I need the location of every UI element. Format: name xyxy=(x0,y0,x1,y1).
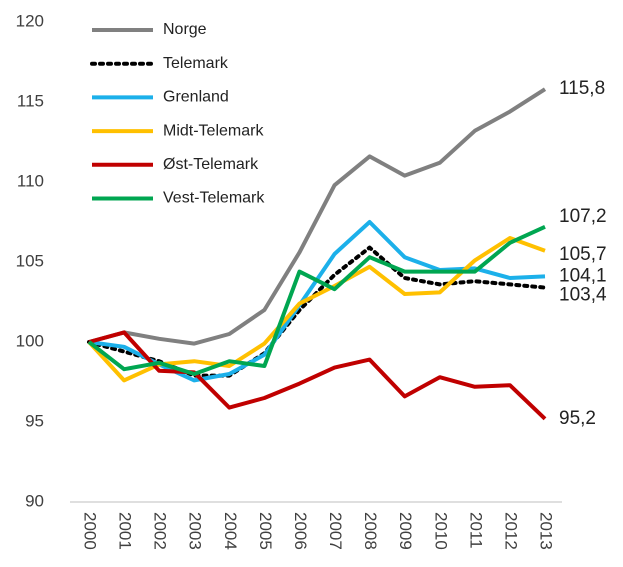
y-tick-label: 120 xyxy=(16,11,44,30)
legend-label: Øst-Telemark xyxy=(163,156,259,173)
end-label: 95,2 xyxy=(559,408,596,429)
x-tick-label: 2009 xyxy=(396,512,415,550)
x-tick-label: 2008 xyxy=(361,512,380,550)
legend-label: Midt-Telemark xyxy=(163,122,264,139)
y-tick-label: 100 xyxy=(16,331,44,350)
x-tick-label: 2006 xyxy=(291,512,310,550)
legend-label: Norge xyxy=(163,21,207,38)
x-tick-label: 2005 xyxy=(256,512,275,550)
end-label: 104,1 xyxy=(559,265,607,286)
legend-label: Vest-Telemark xyxy=(163,190,265,207)
x-tick-label: 2011 xyxy=(466,512,485,549)
x-tick-label: 2002 xyxy=(151,512,170,550)
legend-label: Grenland xyxy=(163,89,229,106)
end-label: 115,8 xyxy=(559,78,605,99)
series-line xyxy=(87,236,546,383)
series-line xyxy=(88,330,547,421)
x-tick-label: 2001 xyxy=(116,512,135,550)
x-tick-label: 2007 xyxy=(326,512,345,550)
y-tick-label: 90 xyxy=(25,491,44,510)
x-tick-label: 2012 xyxy=(501,512,520,550)
x-tick-label: 2004 xyxy=(221,512,240,550)
x-tick-label: 2003 xyxy=(186,512,205,550)
series-line xyxy=(88,220,546,383)
series-line xyxy=(87,224,546,376)
series-line xyxy=(88,87,547,346)
end-label: 107,2 xyxy=(559,206,607,227)
x-tick-label: 2010 xyxy=(431,512,450,550)
y-tick-label: 95 xyxy=(25,411,44,430)
end-label: 103,4 xyxy=(559,285,607,306)
y-tick-label: 115 xyxy=(17,91,44,110)
y-tick-label: 105 xyxy=(16,251,44,270)
legend-label: Telemark xyxy=(163,55,229,72)
x-tick-label: 2013 xyxy=(537,512,556,550)
x-tick-label: 2000 xyxy=(81,512,100,550)
y-tick-label: 110 xyxy=(17,171,44,190)
series-line xyxy=(87,245,547,378)
end-label: 105,7 xyxy=(559,244,607,265)
